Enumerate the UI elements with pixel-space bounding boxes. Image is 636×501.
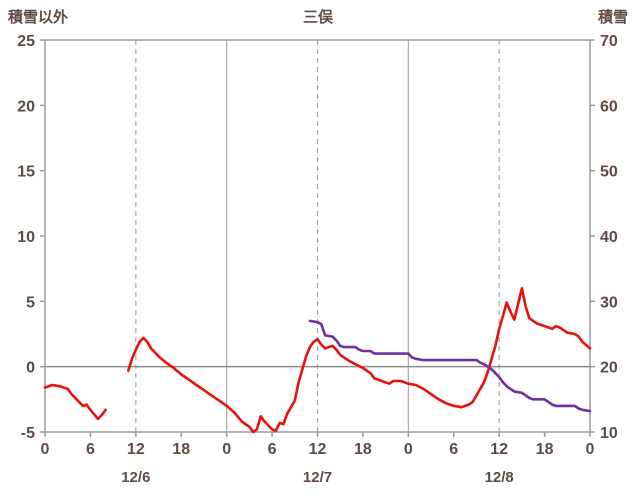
x-tick-label: 12 (490, 441, 508, 458)
x-tick-label: 12 (127, 441, 145, 458)
x-tick-label: 6 (86, 441, 95, 458)
x-tick-label: 0 (404, 441, 413, 458)
left-axis-title: 積雪以外 (8, 9, 69, 26)
temperature-line (43, 383, 107, 421)
date-label: 12/8 (485, 469, 514, 486)
left-tick-label: 10 (17, 229, 35, 246)
x-tick-label: 18 (354, 441, 372, 458)
x-tick-label: 6 (268, 441, 277, 458)
x-tick-label: 0 (222, 441, 231, 458)
left-tick-label: -5 (21, 425, 35, 442)
x-tick-label: 18 (536, 441, 554, 458)
chart-title: 三俣 (302, 9, 333, 26)
snow-depth-line (308, 319, 592, 413)
x-tick-label: 0 (586, 441, 595, 458)
temperature-line (127, 287, 592, 434)
left-tick-label: 20 (17, 98, 35, 115)
x-tick-label: 6 (449, 441, 458, 458)
left-tick-label: 0 (26, 360, 35, 377)
left-tick-label: 5 (26, 294, 35, 311)
right-tick-label: 50 (600, 164, 618, 181)
right-tick-label: 30 (600, 294, 618, 311)
right-axis-title: 積雪 (597, 9, 628, 26)
left-tick-label: 25 (17, 33, 35, 50)
left-tick-label: 15 (17, 164, 35, 181)
right-tick-label: 60 (600, 98, 618, 115)
x-tick-label: 0 (41, 441, 50, 458)
right-tick-label: 40 (600, 229, 618, 246)
x-tick-label: 12 (309, 441, 327, 458)
date-label: 12/7 (303, 469, 332, 486)
right-tick-label: 10 (600, 425, 618, 442)
right-tick-label: 70 (600, 33, 618, 50)
date-label: 12/6 (121, 469, 150, 486)
right-tick-label: 20 (600, 360, 618, 377)
x-tick-label: 18 (172, 441, 190, 458)
